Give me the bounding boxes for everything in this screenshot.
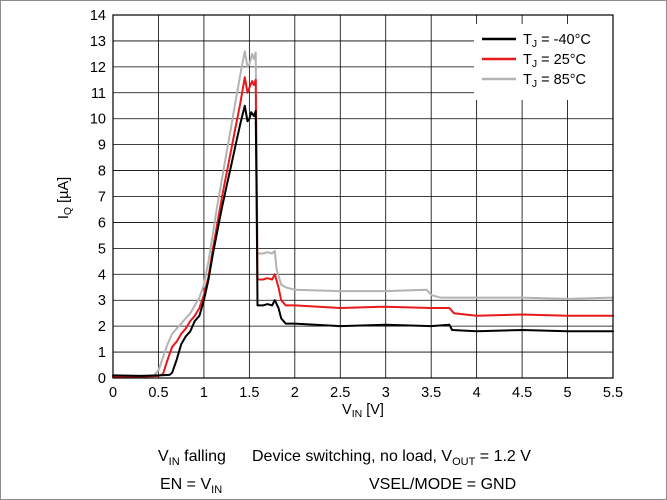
legend-label-0-rest: = -40°C (537, 32, 591, 48)
x-tick-label: 0 (109, 385, 117, 401)
x-axis-label-sub: IN (352, 408, 363, 420)
x-tick-label: 1.5 (239, 385, 259, 401)
legend-label-0: TJ = -40°C (523, 32, 591, 50)
y-tick-label: 4 (98, 267, 106, 283)
legend-label-2-rest: = 85°C (537, 72, 586, 88)
legend-box (474, 24, 618, 100)
legend: TJ = -40°C TJ = 25°C TJ = 85°C (474, 24, 618, 100)
note-vsel-mode: VSEL/MODE = GND (369, 476, 517, 493)
y-axis-label-unit: [µA] (56, 177, 72, 207)
note-en: EN = VIN (160, 476, 222, 496)
y-tick-label: 5 (98, 241, 106, 257)
y-tick-label: 9 (98, 138, 106, 154)
note-device-switching-sub: OUT (452, 456, 476, 469)
note-en-sub: IN (211, 484, 223, 497)
y-tick-label: 11 (91, 86, 106, 102)
series-lines (112, 50, 614, 378)
y-tick-label: 13 (90, 34, 106, 50)
legend-label-0-sub: J (532, 38, 537, 50)
x-tick-label: 1 (200, 385, 208, 401)
x-tick-label: 5 (564, 385, 572, 401)
y-tick-label: 6 (98, 215, 106, 231)
legend-label-1-main: T (523, 52, 532, 68)
note-vin-falling-sub: IN (168, 456, 180, 469)
legend-label-2-sub: J (532, 78, 537, 90)
x-tick-label: 4.5 (512, 385, 532, 401)
note-vin-falling-rest: falling (179, 448, 226, 465)
note-device-switching-rest: = 1.2 V (475, 448, 531, 465)
note-device-switching: Device switching, no load, VOUT = 1.2 V (252, 448, 531, 468)
y-tick-label: 8 (98, 164, 106, 180)
legend-label-1-sub: J (532, 58, 537, 70)
x-axis-label-unit: [V] (362, 402, 384, 418)
x-tick-label: 3 (382, 385, 390, 401)
note-en-prefix: EN = V (160, 476, 212, 493)
x-tick-label: 3.5 (421, 385, 441, 401)
y-tick-label: 10 (90, 112, 106, 128)
plot-area-border (112, 14, 614, 379)
legend-label-2-main: T (523, 72, 532, 88)
legend-label-0-main: T (523, 32, 532, 48)
note-vin-falling-main: V (158, 448, 169, 465)
y-tick-label: 14 (90, 8, 106, 24)
chart: 0 0.5 1 1.5 2 2.5 3 3.5 4 4.5 5 5.50123456789101112… (56, 8, 623, 420)
series-line-2 (112, 50, 614, 378)
y-tick-label: 2 (98, 319, 106, 335)
y-axis-label-main: I (56, 215, 72, 219)
series-line-0 (112, 104, 614, 377)
x-tick-label: 4 (473, 385, 481, 401)
x-tick-label: 2 (291, 385, 299, 401)
legend-label-1: TJ = 25°C (523, 52, 586, 70)
x-tick-label: 2.5 (330, 385, 350, 401)
x-axis-label-main: V (342, 402, 352, 418)
y-tick-label: 12 (90, 60, 106, 76)
y-axis-label: IQ [µA] (56, 177, 74, 219)
x-tick-label: 5.5 (603, 385, 623, 401)
x-axis-label: VIN [V] (342, 402, 384, 420)
y-axis-label-sub: Q (62, 207, 74, 215)
y-tick-label: 3 (98, 293, 106, 309)
legend-label-2: TJ = 85°C (523, 72, 586, 90)
legend-label-1-rest: = 25°C (537, 52, 586, 68)
y-tick-label: 1 (98, 345, 106, 361)
y-tick-label: 0 (98, 371, 106, 387)
x-tick-label: 0.5 (148, 385, 168, 401)
y-tick-label: 7 (98, 190, 106, 206)
note-device-switching-prefix: Device switching, no load, V (252, 448, 453, 465)
tick-labels: 0 0.5 1 1.5 2 2.5 3 3.5 4 4.5 5 5.50123456789101112… (90, 8, 623, 401)
note-vin-falling: VIN falling (158, 448, 226, 468)
series-line-1 (112, 76, 614, 378)
